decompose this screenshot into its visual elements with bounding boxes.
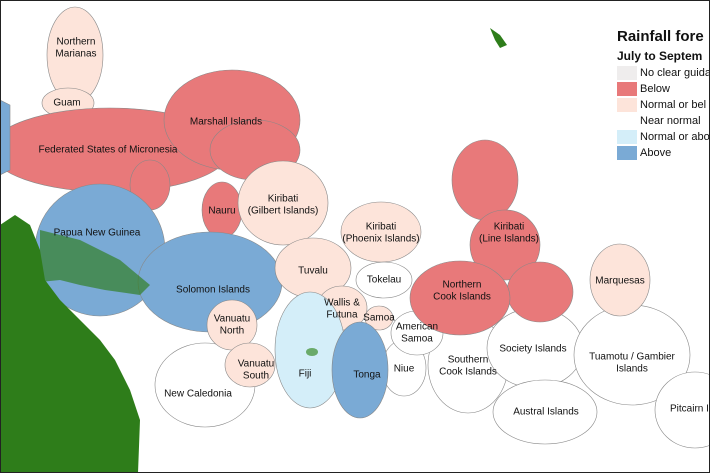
legend-label: Normal or abo [640, 131, 710, 143]
region-label: North [220, 326, 244, 337]
legend-label: Above [640, 147, 671, 159]
region-label: Kiribati [366, 222, 397, 233]
legend-swatch [617, 114, 637, 128]
region-label: American [396, 322, 438, 333]
legend-swatch [617, 146, 637, 160]
region-label: Islands [616, 364, 648, 375]
region-shape [469, 209, 541, 281]
region-label: (Gilbert Islands) [248, 206, 319, 217]
palau-zone [0, 99, 11, 176]
region-label: Fiji [299, 369, 312, 380]
region-shape [340, 201, 422, 263]
region-shape [364, 305, 394, 331]
region-label: Pitcairn I [670, 404, 709, 415]
region-shape [331, 321, 389, 419]
region-label: Kiribati [494, 222, 525, 233]
region-label: New Caledonia [164, 389, 232, 400]
region-shape [224, 342, 276, 388]
legend: No clear guida Below Normal or bel Near nor… [617, 66, 710, 160]
region-shape [451, 139, 519, 221]
legend-title: Rainfall fore [617, 28, 704, 45]
region-label: Federated States of Micronesia [39, 145, 178, 156]
region-label: Niue [394, 364, 415, 375]
region-label: Southern [448, 355, 489, 366]
region-label: Society Islands [499, 344, 566, 355]
region-label: Solomon Islands [176, 285, 250, 296]
legend-label: Near normal [640, 115, 701, 127]
region-shape [492, 379, 598, 445]
legend-label: No clear guida [640, 67, 710, 79]
region-label: Marquesas [595, 276, 644, 287]
region-label: Samoa [363, 313, 395, 324]
region-label: Cook Islands [433, 292, 491, 303]
region-label: Tuvalu [298, 266, 328, 277]
region-label: South [243, 371, 269, 382]
legend-label: Below [640, 83, 670, 95]
region-label: Tuamotu / Gambier [589, 352, 675, 363]
region-label: Tokelau [367, 275, 401, 286]
png-land [40, 230, 150, 295]
region-label: (Line Islands) [479, 234, 539, 245]
hawaii-land [490, 28, 507, 48]
legend-swatch [617, 130, 637, 144]
region-label: Marshall Islands [190, 117, 262, 128]
region-label: Vanuatu [238, 359, 275, 370]
region-shape [506, 261, 574, 323]
legend-subtitle: July to Septem [617, 49, 702, 63]
region-label: (Phoenix Islands) [342, 234, 419, 245]
legend-swatch [617, 98, 637, 112]
region-shape [237, 160, 329, 246]
region-label: Kiribati [268, 194, 299, 205]
region-label: Marianas [55, 49, 96, 60]
region-shape [589, 243, 651, 317]
legend-swatch [617, 82, 637, 96]
region-label: Papua New Guinea [54, 228, 141, 239]
region-label: Futuna [326, 310, 358, 321]
region-shape [654, 371, 710, 449]
regions [0, 6, 710, 449]
australia-land [0, 215, 140, 473]
legend-label: Normal or bel [640, 99, 706, 111]
fiji-land [306, 348, 318, 356]
region-label: Wallis & [324, 298, 360, 309]
region-label: Northern [443, 280, 482, 291]
legend-swatch [617, 66, 637, 80]
region-label: Northern [57, 37, 96, 48]
region-label: Samoa [401, 334, 433, 345]
region-label: Guam [53, 98, 80, 109]
region-label: Austral Islands [513, 407, 579, 418]
region-label: Nauru [208, 206, 235, 217]
region-label: Tonga [353, 370, 381, 381]
region-label: Cook Islands [439, 367, 497, 378]
region-shape [409, 260, 511, 336]
region-label: Vanuatu [214, 314, 251, 325]
